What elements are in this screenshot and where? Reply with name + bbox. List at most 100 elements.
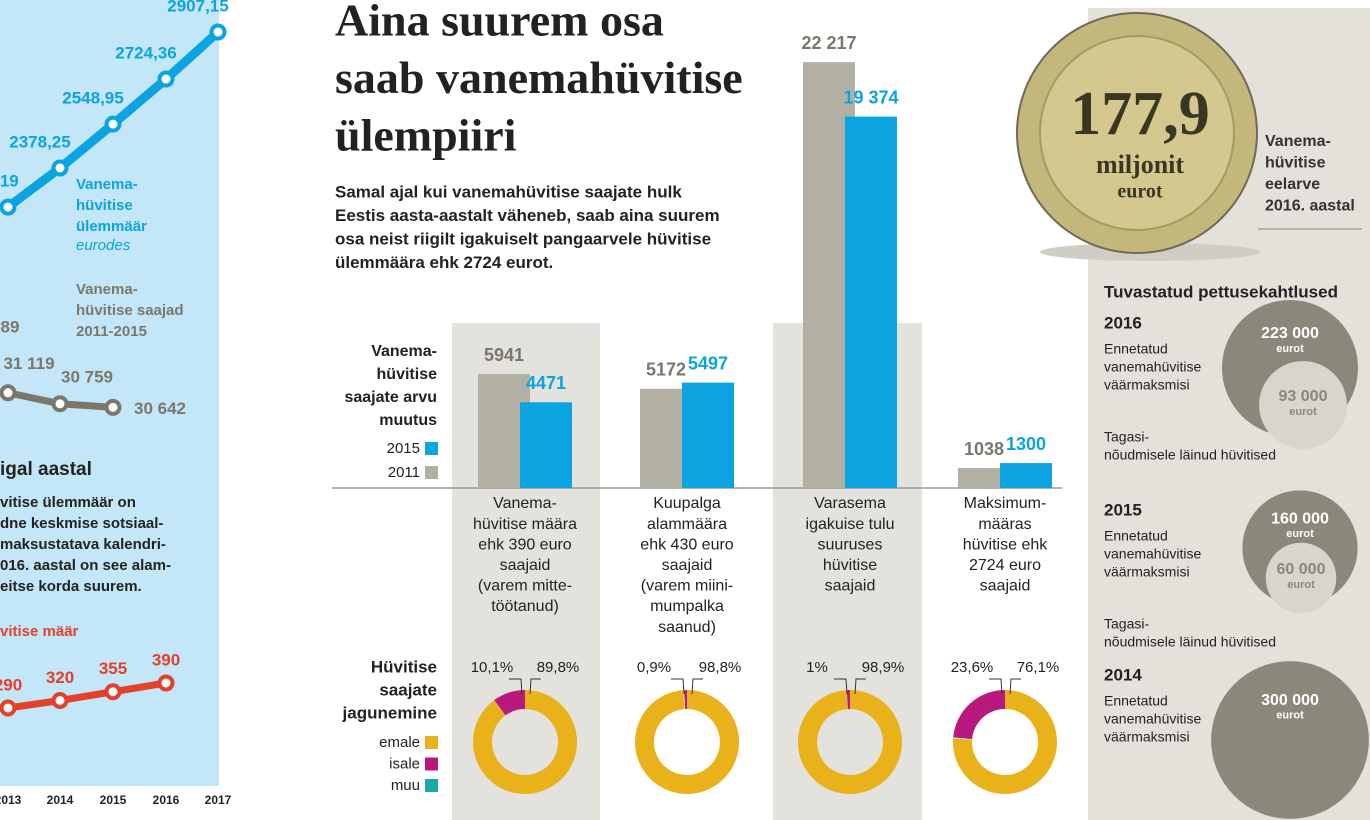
bubble-value: 160 000 [1271, 510, 1329, 527]
bubble-label: Tagasi- [1104, 429, 1149, 445]
category-label: (varem miini- [641, 578, 733, 595]
point [104, 683, 122, 701]
category-label: töötanud) [491, 598, 559, 615]
bubble-value: 60 000 [1277, 561, 1326, 578]
budget-caption: eelarve [1265, 176, 1320, 193]
point [104, 398, 122, 416]
bubble-label: Ennetatud [1104, 693, 1168, 709]
legend-label: Vanema- [76, 176, 138, 193]
value-label: 31 119 [3, 354, 54, 373]
legend-title: saajate [379, 680, 437, 699]
bubble-label: Ennetatud [1104, 341, 1168, 357]
category-label: ehk 390 euro [478, 536, 572, 553]
value-label: 290 [0, 675, 22, 694]
legend-label: 2015 [387, 440, 420, 457]
leader-line [834, 678, 848, 695]
point [0, 699, 17, 717]
donut-segment [797, 690, 902, 794]
bar [1000, 463, 1052, 488]
point [0, 198, 17, 216]
legend-label: isale [389, 755, 420, 772]
leader-line [671, 678, 685, 695]
bubble-unit: eurot [1276, 709, 1304, 721]
category-label: 2724 euro [969, 557, 1041, 574]
category-label: Vanema- [493, 495, 557, 512]
value-label: 22 217 [801, 33, 856, 53]
point [104, 115, 122, 133]
legend-label: hüvitise [76, 197, 133, 214]
value-label: 2226,19 [0, 172, 19, 191]
value-label: 390 [152, 650, 180, 669]
bubble [1259, 361, 1347, 449]
category-label: igakuise tulu [806, 516, 895, 533]
category-label: hüvitise ehk [963, 536, 1048, 553]
legend-label: hüvitise saajad [76, 302, 184, 319]
value-label: 19 374 [843, 87, 898, 107]
note-text: maksustatava kalendri- [0, 536, 166, 553]
bubble-unit: eurot [1289, 406, 1317, 418]
bubble-unit: eurot [1287, 579, 1315, 591]
value-label: 1300 [1006, 434, 1046, 454]
value-label: 320 [46, 668, 74, 687]
point [157, 70, 175, 88]
title: Aina suurem osa [335, 0, 664, 46]
section-title: Tuvastatud pettusekahtlused [1104, 282, 1338, 301]
legend-label: ülemmäär [76, 218, 147, 235]
bubble-value: 300 000 [1261, 692, 1319, 709]
category-label: hüvitise [823, 557, 877, 574]
legend-swatch [425, 466, 438, 479]
x-tick-label: 2016 [153, 793, 180, 807]
title: saab vanemahüvitise [335, 52, 743, 103]
value-label: 1038 [964, 439, 1004, 459]
value-label: 5941 [484, 345, 524, 365]
bubble-label: nõudmisele läinud hüvitised [1104, 634, 1276, 650]
point [51, 159, 69, 177]
x-tick-label: 2014 [47, 793, 74, 807]
bubble-label: väärmaksmisi [1104, 729, 1190, 745]
title: ülempiiri [335, 110, 517, 161]
year-label: 2014 [1104, 665, 1142, 684]
budget-value: 177,9 [1070, 80, 1210, 148]
bar [958, 468, 1010, 488]
bubble-label: nõudmisele läinud hüvitised [1104, 447, 1276, 463]
bubble-label: Ennetatud [1104, 528, 1168, 544]
bar [682, 382, 734, 488]
legend-swatch [425, 757, 438, 771]
category-label: hüvitise määra [473, 516, 577, 533]
budget-caption: hüvitise [1265, 155, 1326, 172]
value-label: 2907,15 [167, 0, 228, 16]
value-label: 2548,95 [62, 89, 123, 108]
category-label: mumpalka [650, 598, 724, 615]
note-title: igal aastal [0, 459, 92, 480]
category-label: saajaid [662, 557, 713, 574]
year-label: 2016 [1104, 313, 1142, 332]
legend-swatch [425, 442, 438, 455]
bubble [1265, 542, 1337, 614]
legend-label: Vanema- [76, 281, 138, 298]
budget-unit: eurot [1117, 181, 1163, 203]
legend-label: 2011 [388, 464, 420, 481]
legend-swatch [425, 736, 438, 749]
donut-segment [635, 689, 740, 795]
value-label: 76,1% [1017, 659, 1060, 676]
value-label: 30 759 [61, 367, 113, 386]
note-text: eitse korda suurem. [0, 578, 142, 595]
axis-title: Vanema- [371, 343, 437, 360]
budget-caption: Vanema- [1265, 133, 1331, 150]
note-text: 016. aastal on see alam- [0, 557, 171, 574]
year-label: 2015 [1104, 500, 1142, 519]
legend-label: emale [379, 734, 420, 751]
bubble-unit: eurot [1276, 343, 1304, 355]
line [7, 679, 167, 712]
point [51, 692, 69, 709]
leader-line [1009, 678, 1021, 695]
bar [845, 116, 897, 489]
x-tick-label: 2015 [100, 793, 127, 807]
donut-segment [846, 690, 850, 710]
donut-segment [952, 690, 1057, 795]
point [0, 384, 17, 402]
bubble-label: väärmaksmisi [1104, 377, 1190, 393]
category-label: saajaid [825, 578, 876, 595]
category-label: määras [978, 516, 1031, 533]
legend-unit: eurodes [76, 237, 131, 254]
